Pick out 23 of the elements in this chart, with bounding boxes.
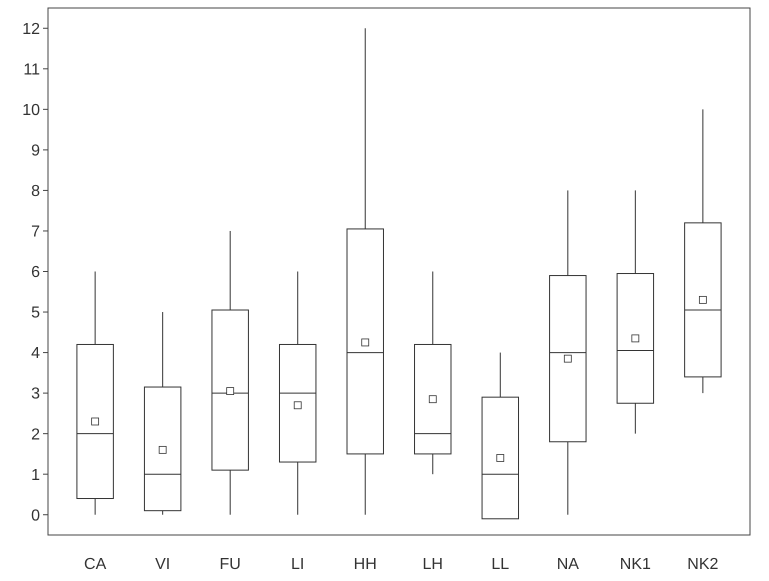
y-tick-label: 2 xyxy=(31,426,40,444)
y-tick-label: 10 xyxy=(22,102,40,119)
y-tick-label: 5 xyxy=(31,304,40,322)
x-tick-label: LL xyxy=(491,556,510,573)
x-tick-label: NK1 xyxy=(620,556,651,573)
y-tick-label: 9 xyxy=(31,142,40,160)
x-tick-label: CA xyxy=(84,556,107,573)
x-tick-label: NA xyxy=(556,556,580,573)
y-tick-label: 7 xyxy=(31,224,40,241)
x-tick-label: LH xyxy=(422,556,443,573)
y-tick-label: 4 xyxy=(31,345,40,362)
y-tick-label: 0 xyxy=(31,507,40,524)
y-tick-label: 3 xyxy=(31,386,40,403)
y-tick-label: 1 xyxy=(31,466,40,484)
x-tick-label: FU xyxy=(220,556,241,573)
y-tick-label: 6 xyxy=(31,264,40,282)
y-tick-label: 12 xyxy=(22,20,40,38)
x-tick-label: NK2 xyxy=(687,556,719,573)
x-tick-label: VI xyxy=(155,556,170,573)
x-tick-label: LI xyxy=(291,556,304,573)
y-tick-label: 11 xyxy=(23,61,40,78)
y-tick-label: 8 xyxy=(31,183,40,200)
x-tick-label: HH xyxy=(354,556,377,573)
